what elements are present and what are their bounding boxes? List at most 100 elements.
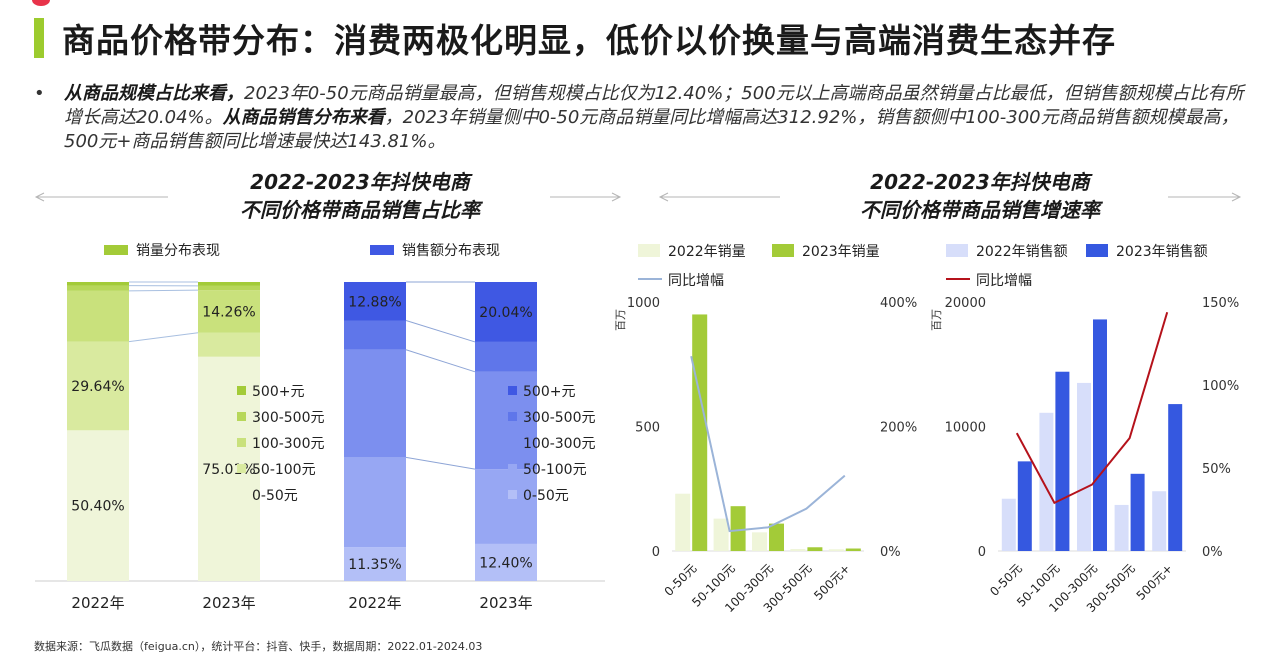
sales-growth-legend-swatch-2022 xyxy=(946,244,968,257)
vol-growth-bar-2022-0 xyxy=(675,493,691,551)
vol-growth-xtick-0: 0-50元 xyxy=(662,561,700,599)
sales-share-legend-swatch-1 xyxy=(508,412,517,421)
sales-growth-legend-swatch-2023 xyxy=(1086,244,1108,257)
vol-share-xtick-0: 2022年 xyxy=(71,594,124,612)
sales-growth-bar-2023-2 xyxy=(1093,319,1107,551)
sales-share-legend-swatch-0 xyxy=(508,386,517,395)
sales-share-legend-label-2: 100-300元 xyxy=(523,436,596,452)
vol-growth-bar-2023-2 xyxy=(769,523,784,551)
sales-growth-bar-2023-1 xyxy=(1055,371,1070,551)
vol-share-bar-0-2 xyxy=(67,290,129,342)
sales-share-legend-label-0: 500+元 xyxy=(523,384,575,400)
vol-growth-ytick-right-0: 0% xyxy=(880,545,901,560)
sales-share-label-0-4: 12.88% xyxy=(348,294,401,310)
vol-share-label-1-0: 75.01% xyxy=(202,462,255,478)
sales-share-legend-label-1: 300-500元 xyxy=(523,410,596,426)
left-section-title: 2022-2023年抖快电商 不同价格带商品销售占比率 xyxy=(150,168,570,224)
vol-growth-unit-label: 百万 xyxy=(614,309,627,331)
sales-share-bar-1-4 xyxy=(475,282,537,342)
vol-share-legend-label-1: 300-500元 xyxy=(252,410,325,426)
sales-share-legend-swatch-2 xyxy=(508,438,517,447)
sales-growth-bar-2022-3 xyxy=(1114,504,1129,551)
sales-share-bar-0-1 xyxy=(344,457,406,548)
vol-share-bar-1-3 xyxy=(198,285,260,291)
summary-text-1: 2023年0-50元商品销量最高，但销售规模占比仅为12.40%；500元以上高… xyxy=(64,83,1244,128)
sales-growth-legend-label-2023: 2023年销售额 xyxy=(1116,244,1208,260)
vol-share-bar-1-1 xyxy=(198,332,260,357)
vol-growth-legend-swatch-2022 xyxy=(638,244,660,257)
sales-share-label-1-4: 20.04% xyxy=(479,305,532,321)
sales-growth-ytick-right-0: 0% xyxy=(1202,545,1223,560)
volume-share-chart: 销量分布表现 50.40% 29.64% 2022年 75.01% 14.26% 2023年… xyxy=(35,243,325,612)
vol-growth-ytick-left-1: 500 xyxy=(635,421,660,436)
sales-share-legend-swatch-3 xyxy=(508,464,517,473)
vol-share-bar-0-0 xyxy=(67,430,129,581)
vol-growth-legend-label-2023: 2023年销量 xyxy=(802,244,880,260)
sales-growth-legend-label-line: 同比增幅 xyxy=(976,273,1032,289)
sales-share-chart: 销售额分布表现 11.35% 12.88% 2022年 12.40% 20.04% 2023… xyxy=(310,243,605,612)
vol-share-connector-2 xyxy=(128,289,199,292)
vol-growth-growth-line xyxy=(690,355,846,533)
sales-share-bar-0-3 xyxy=(344,320,406,350)
vol-share-xtick-1: 2023年 xyxy=(202,594,255,612)
sales-share-legend-label-3: 50-100元 xyxy=(523,462,587,478)
vol-growth-legend-label-2022: 2022年销量 xyxy=(668,244,746,260)
sales-share-label-0-0: 11.35% xyxy=(348,557,401,573)
title-accent-bar xyxy=(34,18,44,58)
sales-share-xtick-0: 2022年 xyxy=(348,594,401,612)
sales-share-legend-title: 销售额分布表现 xyxy=(402,243,500,259)
sales-growth-bar-2022-0 xyxy=(1001,498,1016,551)
brand-logo xyxy=(32,0,50,6)
vol-share-legend-label-2: 100-300元 xyxy=(252,436,325,452)
summary-bold-1: 从商品规模占比来看， xyxy=(64,83,244,104)
vol-share-legend-swatch-3 xyxy=(237,464,246,473)
sales-growth-ytick-left-2: 20000 xyxy=(945,296,986,311)
vol-share-legend-title-swatch xyxy=(104,245,128,255)
vol-share-legend-label-4: 0-50元 xyxy=(252,488,298,504)
vol-growth-ytick-right-1: 200% xyxy=(880,421,917,436)
sales-growth-bar-2022-2 xyxy=(1077,382,1091,551)
vol-growth-ytick-left-0: 0 xyxy=(652,545,660,560)
vol-growth-bar-2023-3 xyxy=(807,547,823,551)
sales-growth-ytick-left-0: 0 xyxy=(978,545,986,560)
left-section-title-line1: 2022-2023年抖快电商 xyxy=(250,170,470,194)
vol-share-legend-swatch-4 xyxy=(237,490,246,499)
vol-share-label-0-0: 50.40% xyxy=(71,499,124,515)
vol-growth-bar-2023-4 xyxy=(845,548,861,551)
vol-share-bar-0-3 xyxy=(67,285,129,291)
summary-bold-2: 从商品销售分布来看 xyxy=(222,107,385,128)
summary-paragraph: • 从商品规模占比来看，2023年0-50元商品销量最高，但销售规模占比仅为12… xyxy=(34,82,1254,154)
vol-share-legend-title: 销量分布表现 xyxy=(136,243,220,259)
vol-share-legend-label-3: 50-100元 xyxy=(252,462,316,478)
sales-share-legend-label-4: 0-50元 xyxy=(523,488,569,504)
vol-growth-ytick-left-2: 1000 xyxy=(627,296,660,311)
sales-share-bar-0-0 xyxy=(344,547,406,581)
vol-share-legend-swatch-1 xyxy=(237,412,246,421)
sales-share-legend-swatch-4 xyxy=(508,490,517,499)
sales-share-bar-1-0 xyxy=(475,543,537,581)
vol-share-legend-swatch-0 xyxy=(237,386,246,395)
sales-growth-xtick-4: 500元+ xyxy=(1134,561,1176,603)
vol-growth-bar-2023-0 xyxy=(692,314,708,551)
vol-growth-legend-swatch-2023 xyxy=(772,244,794,257)
vol-share-legend-label-0: 500+元 xyxy=(252,384,304,400)
summary-text-2: ，2023年销量侧中0-50元商品销量同比增幅高达312.92%，销售额侧中10… xyxy=(64,107,1239,152)
sales-share-connector-1 xyxy=(405,456,476,470)
right-section-title-line1: 2022-2023年抖快电商 xyxy=(870,170,1090,194)
vol-share-legend-swatch-2 xyxy=(237,438,246,447)
vol-share-bar-0-4 xyxy=(67,282,129,286)
vol-growth-bar-2022-3 xyxy=(790,549,806,551)
sales-share-legend-title-swatch xyxy=(370,245,394,255)
data-source-note: 数据来源：飞瓜数据（feigua.cn），统计平台：抖音、快手，数据周期：202… xyxy=(34,640,483,653)
sales-growth-ytick-right-1: 50% xyxy=(1202,462,1231,477)
sales-growth-ytick-left-1: 10000 xyxy=(945,421,986,436)
sales-growth-unit-label: 百万 xyxy=(930,309,943,331)
sales-share-connector-3 xyxy=(405,320,476,343)
sales-share-bar-1-1 xyxy=(475,469,537,544)
page-title: 商品价格带分布：消费两极化明显，低价以价换量与高端消费生态并存 xyxy=(62,21,1116,60)
summary-bullet: • xyxy=(34,83,45,104)
vol-growth-ytick-right-2: 400% xyxy=(880,296,917,311)
vol-growth-bar-2023-1 xyxy=(730,506,746,551)
vol-growth-bar-2022-2 xyxy=(752,532,767,551)
right-section-title-line2: 不同价格带商品销售增速率 xyxy=(860,198,1100,222)
